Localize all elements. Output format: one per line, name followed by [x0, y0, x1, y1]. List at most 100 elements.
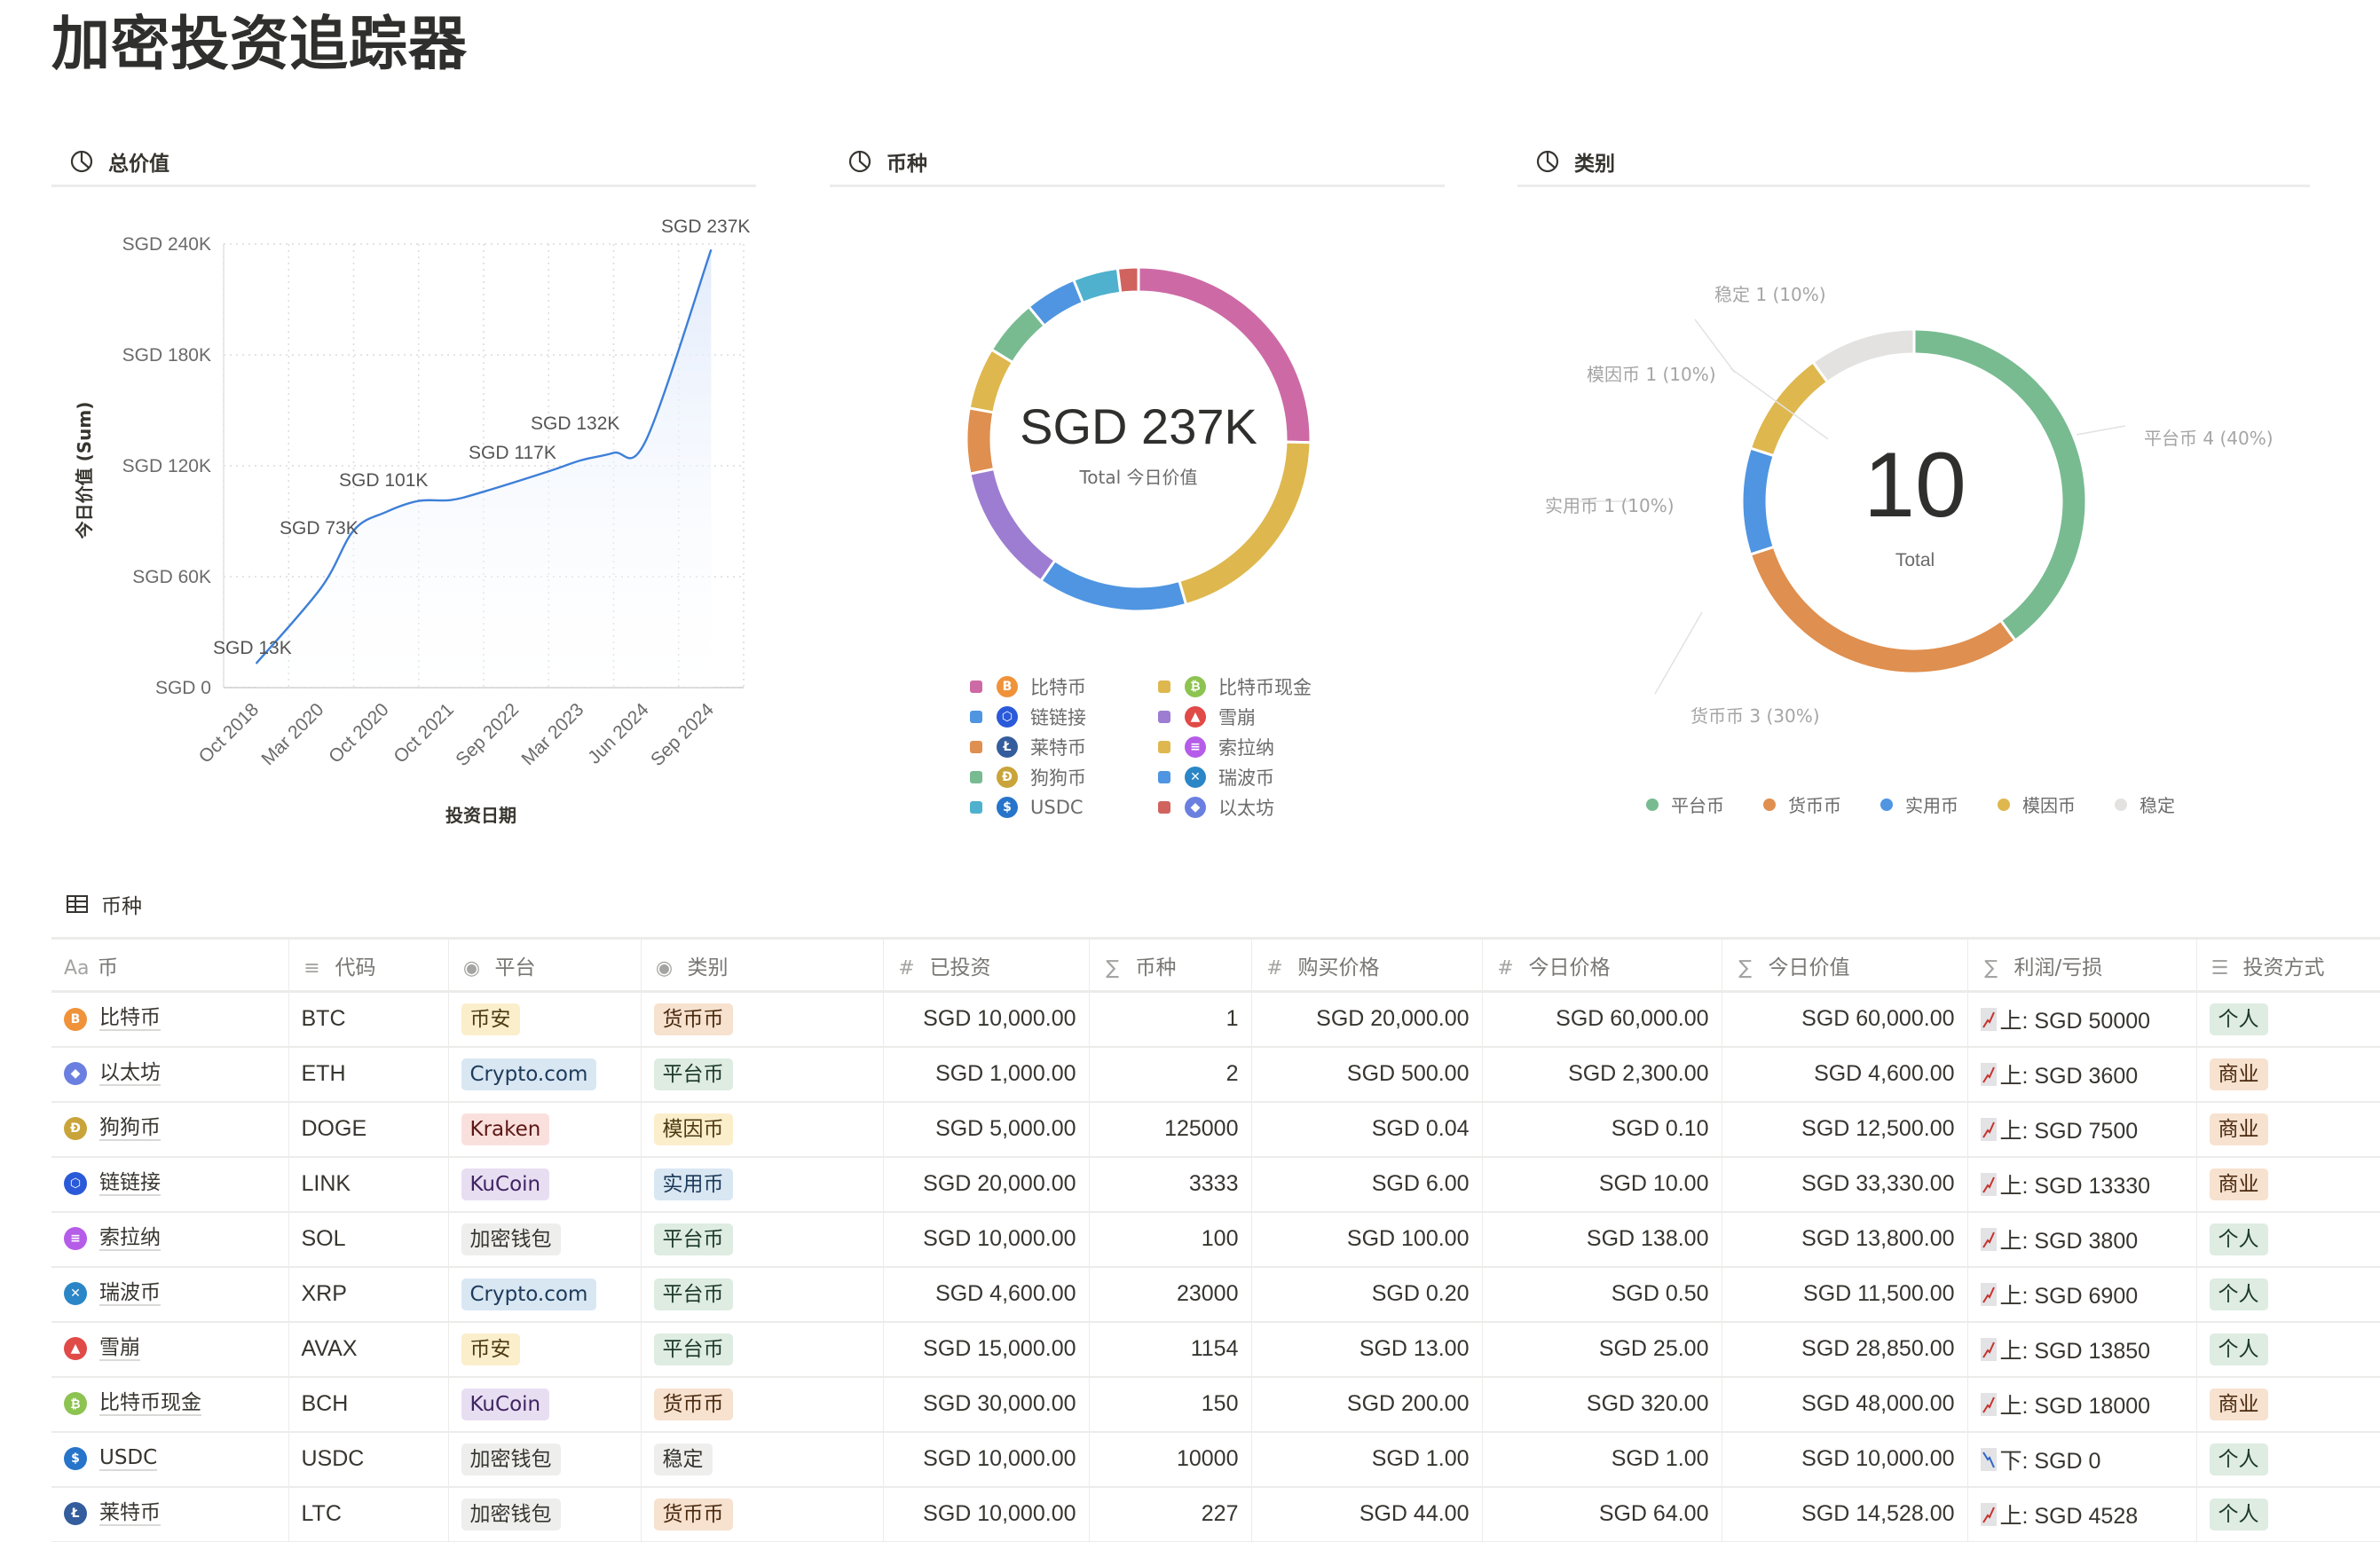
table-row[interactable]: Ł 莱特币 LTC 加密钱包 货币币 SGD 10,000.00 227 SGD 44.00 S…	[51, 1486, 2380, 1542]
tag[interactable]: 商业	[2209, 1388, 2268, 1420]
tag[interactable]: 货币币	[653, 1388, 733, 1420]
tag[interactable]: 加密钱包	[461, 1443, 561, 1475]
legend-item[interactable]: Ð 狗狗币	[970, 765, 1158, 789]
profit-loss-cell: 上: SGD 3600	[1967, 1046, 2197, 1103]
coin-name-cell[interactable]: Ł 莱特币	[51, 1486, 289, 1542]
table-row[interactable]: $ USDC USDC 加密钱包 稳定 SGD 10,000.00 10000 SGD 1.0…	[51, 1431, 2380, 1488]
column-header[interactable]: # 购买价格	[1251, 937, 1483, 993]
tag[interactable]: 加密钱包	[461, 1223, 561, 1255]
coin-name-cell[interactable]: B 比特币	[51, 991, 289, 1048]
table-row[interactable]: ✕ 瑞波币 XRP Crypto.com 平台币 SGD 4,600.00 23000 SGD…	[51, 1266, 2380, 1323]
legend-item[interactable]: B 比特币	[970, 674, 1158, 698]
tag[interactable]: 币安	[461, 1333, 520, 1365]
column-header[interactable]: ∑ 今日价值	[1722, 937, 1968, 993]
coin-name[interactable]: 瑞波币	[99, 1281, 161, 1307]
tag[interactable]: Crypto.com	[461, 1278, 597, 1310]
profit-loss-value: 上: SGD 13330	[1999, 1173, 2151, 1199]
tag[interactable]: 货币币	[653, 1498, 733, 1530]
legend-item[interactable]: ₿ 比特币现金	[1158, 674, 1336, 698]
donut-slice[interactable]	[1115, 265, 1140, 295]
table-row[interactable]: Ð 狗狗币 DOGE Kraken 模因币 SGD 5,000.00 125000 SGD 0…	[51, 1101, 2380, 1158]
coin-name[interactable]: 莱特币	[99, 1501, 161, 1527]
coin-name-cell[interactable]: Ð 狗狗币	[51, 1101, 289, 1158]
column-header[interactable]: # 已投资	[883, 937, 1090, 993]
tag[interactable]: 实用币	[653, 1168, 733, 1200]
donut-slice[interactable]	[1810, 327, 1916, 384]
tag[interactable]: 模因币	[653, 1113, 733, 1145]
tag[interactable]: 个人	[2209, 1223, 2268, 1255]
tag[interactable]: 个人	[2209, 1333, 2268, 1365]
column-header[interactable]: ∑ 币种	[1089, 937, 1252, 993]
today-price-cell: SGD 138.00	[1482, 1211, 1722, 1268]
coin-name-cell[interactable]: $ USDC	[51, 1431, 289, 1488]
coin-name-cell[interactable]: ⬡ 链链接	[51, 1156, 289, 1213]
coin-name-cell[interactable]: ▲ 雪崩	[51, 1321, 289, 1378]
table-row[interactable]: ◆ 以太坊 ETH Crypto.com 平台币 SGD 1,000.00 2 SGD 500…	[51, 1046, 2380, 1103]
column-header[interactable]: ∑ 利润/亏损	[1967, 937, 2197, 993]
table-row[interactable]: ≡ 索拉纳 SOL 加密钱包 平台币 SGD 10,000.00 100 SGD 100.00…	[51, 1211, 2380, 1268]
coin-name[interactable]: 链链接	[99, 1171, 161, 1197]
legend-item[interactable]: ◆ 以太坊	[1158, 795, 1336, 819]
legend-item[interactable]: 货币币	[1763, 791, 1841, 817]
panel-header-coins[interactable]: 币种	[830, 138, 1445, 187]
coin-name[interactable]: 索拉纳	[99, 1226, 161, 1252]
coin-name[interactable]: 雪崩	[99, 1336, 140, 1362]
legend-item[interactable]: 实用币	[1880, 791, 1958, 817]
coin-name[interactable]: USDC	[99, 1446, 158, 1472]
tag[interactable]: 个人	[2209, 1498, 2268, 1530]
panel-header-total-value[interactable]: 总价值	[51, 138, 756, 187]
column-header[interactable]: Aa 币	[51, 937, 289, 993]
tag[interactable]: 商业	[2209, 1168, 2268, 1200]
column-header[interactable]: ◉ 平台	[448, 937, 642, 993]
legend-item[interactable]: ✕ 瑞波币	[1158, 765, 1336, 789]
column-header[interactable]: ≡ 代码	[288, 937, 449, 993]
tag[interactable]: 平台币	[653, 1058, 733, 1090]
tag[interactable]: KuCoin	[461, 1168, 550, 1200]
tag[interactable]: 个人	[2209, 1003, 2268, 1035]
donut-slice[interactable]	[1038, 558, 1188, 613]
legend-item[interactable]: ▲ 雪崩	[1158, 704, 1336, 728]
coin-name-cell[interactable]: ₿ 比特币现金	[51, 1376, 289, 1433]
tag[interactable]: 商业	[2209, 1058, 2268, 1090]
tag[interactable]: Crypto.com	[461, 1058, 597, 1090]
tag[interactable]: 平台币	[653, 1278, 733, 1310]
tag[interactable]: 加密钱包	[461, 1498, 561, 1530]
column-header[interactable]: ◉ 类别	[641, 937, 884, 993]
legend-item[interactable]: ≡ 索拉纳	[1158, 735, 1336, 759]
coin-donut-chart[interactable]	[941, 240, 1340, 639]
category-donut-chart[interactable]	[1509, 266, 2325, 763]
table-title[interactable]: 币种	[66, 889, 142, 919]
column-header[interactable]: ☰ 投资方式	[2196, 937, 2380, 993]
total-value-line-chart[interactable]: SGD 0 SGD 60K SGD 120K SGD 180K SGD 240K Oct …	[0, 204, 781, 843]
table-row[interactable]: B 比特币 BTC 币安 货币币 SGD 10,000.00 1 SGD 20,000.00 S…	[51, 991, 2380, 1048]
table-row[interactable]: ⬡ 链链接 LINK KuCoin 实用币 SGD 20,000.00 3333 SGD 6.…	[51, 1156, 2380, 1213]
coin-name-cell[interactable]: ≡ 索拉纳	[51, 1211, 289, 1268]
tag[interactable]: 个人	[2209, 1443, 2268, 1475]
panel-header-category[interactable]: 类别	[1517, 138, 2310, 187]
tag[interactable]: 稳定	[653, 1443, 713, 1475]
tag[interactable]: 商业	[2209, 1113, 2268, 1145]
table-row[interactable]: ₿ 比特币现金 BCH KuCoin 货币币 SGD 30,000.00 150 SGD 20…	[51, 1376, 2380, 1433]
tag[interactable]: 平台币	[653, 1223, 733, 1255]
tag[interactable]: 个人	[2209, 1278, 2268, 1310]
donut-slice[interactable]	[1071, 266, 1123, 305]
legend-item[interactable]: 平台币	[1646, 791, 1724, 817]
legend-item[interactable]: Ł 莱特币	[970, 735, 1158, 759]
legend-item[interactable]: 模因币	[1998, 791, 2076, 817]
coin-name[interactable]: 狗狗币	[99, 1116, 161, 1142]
coin-name[interactable]: 比特币现金	[99, 1391, 201, 1417]
table-row[interactable]: ▲ 雪崩 AVAX 币安 平台币 SGD 15,000.00 1154 SGD 13.00 SG…	[51, 1321, 2380, 1378]
legend-item[interactable]: $ USDC	[970, 795, 1158, 819]
column-header[interactable]: # 今日价格	[1482, 937, 1722, 993]
tag[interactable]: 货币币	[653, 1003, 733, 1035]
coin-name-cell[interactable]: ◆ 以太坊	[51, 1046, 289, 1103]
coin-name-cell[interactable]: ✕ 瑞波币	[51, 1266, 289, 1323]
coin-name[interactable]: 以太坊	[99, 1061, 161, 1087]
tag[interactable]: 平台币	[653, 1333, 733, 1365]
tag[interactable]: 币安	[461, 1003, 520, 1035]
tag[interactable]: KuCoin	[461, 1388, 550, 1420]
legend-item[interactable]: 稳定	[2115, 791, 2175, 817]
tag[interactable]: Kraken	[461, 1113, 550, 1145]
coin-name[interactable]: 比特币	[99, 1006, 161, 1032]
legend-item[interactable]: ⬡ 链链接	[970, 704, 1158, 728]
